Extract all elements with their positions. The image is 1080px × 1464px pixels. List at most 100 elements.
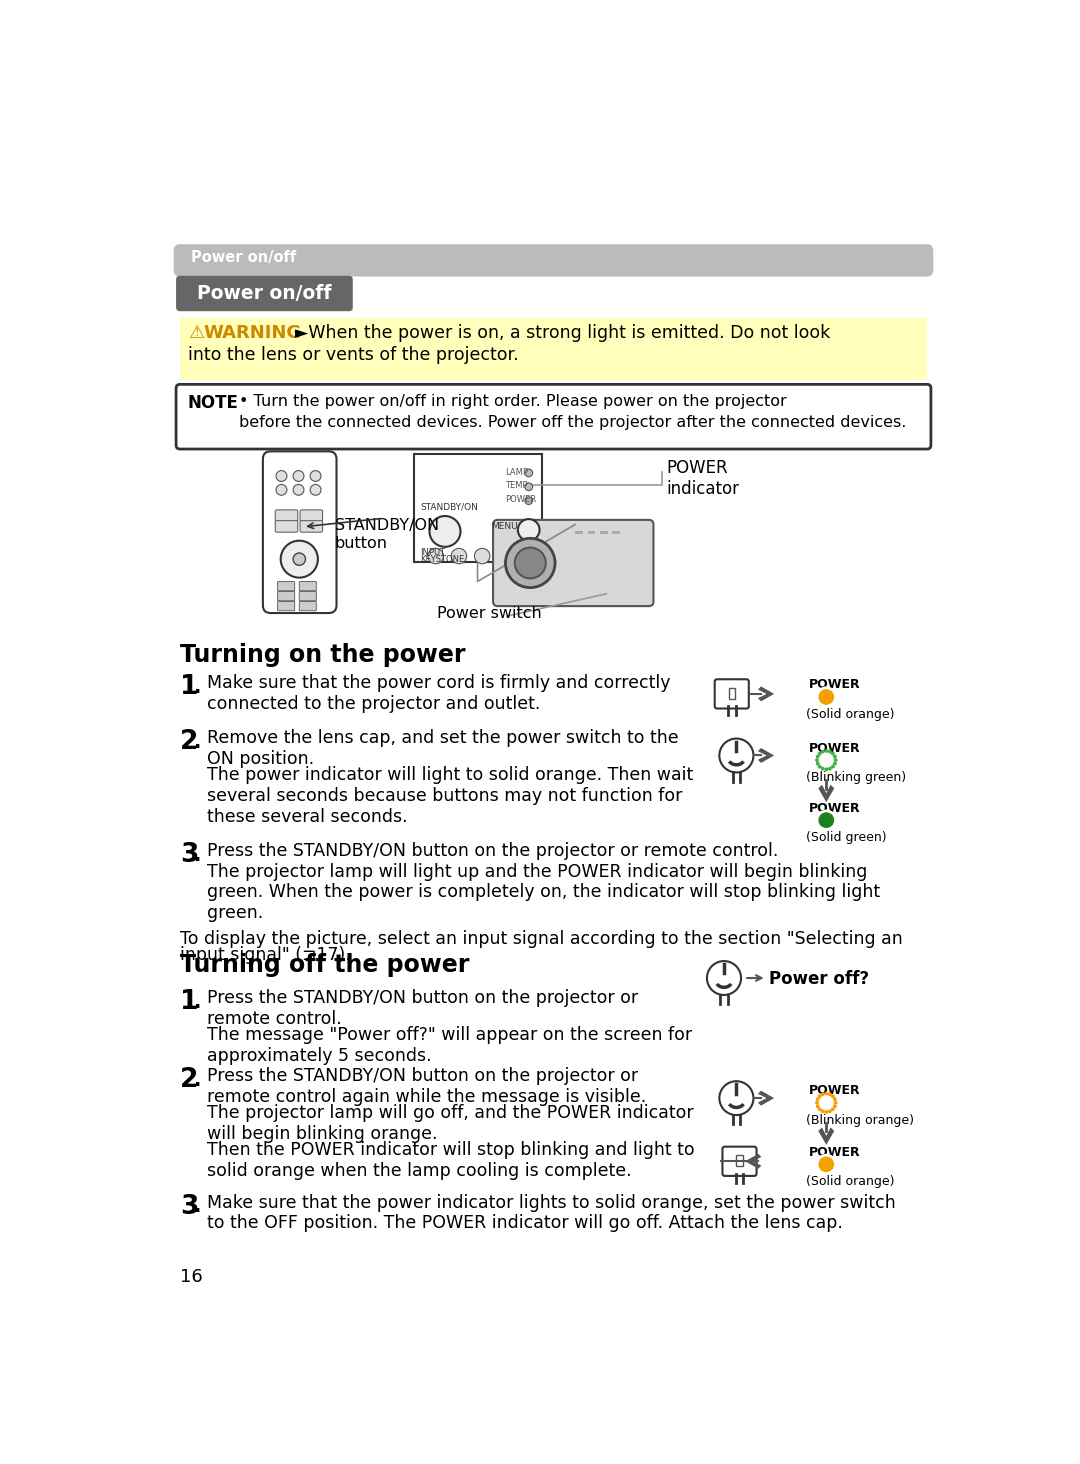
Text: INPUT: INPUT — [420, 549, 445, 558]
Text: Press the STANDBY/ON button on the projector or
remote control again while the m: Press the STANDBY/ON button on the proje… — [207, 1067, 646, 1107]
Text: 1: 1 — [180, 988, 199, 1015]
Text: KEYSTONE: KEYSTONE — [420, 555, 464, 564]
Circle shape — [525, 496, 532, 505]
Circle shape — [821, 750, 825, 754]
Circle shape — [517, 520, 540, 540]
FancyBboxPatch shape — [275, 521, 298, 533]
Bar — [180, 318, 927, 379]
FancyBboxPatch shape — [278, 591, 295, 600]
Text: ⚠: ⚠ — [188, 325, 204, 343]
Text: .: . — [194, 846, 201, 865]
Text: input signal" (⊐17).: input signal" (⊐17). — [180, 946, 351, 963]
Text: The power indicator will light to solid orange. Then wait
several seconds becaus: The power indicator will light to solid … — [207, 766, 693, 826]
Text: MENU: MENU — [491, 523, 518, 531]
Circle shape — [815, 1098, 820, 1101]
Circle shape — [833, 1098, 837, 1101]
Circle shape — [430, 515, 460, 548]
Circle shape — [525, 483, 532, 490]
FancyBboxPatch shape — [275, 509, 298, 521]
Text: Press the STANDBY/ON button on the projector or
remote control.: Press the STANDBY/ON button on the proje… — [207, 988, 638, 1028]
Text: POWER: POWER — [809, 802, 861, 814]
Polygon shape — [759, 688, 772, 700]
Circle shape — [818, 751, 822, 755]
Text: Power off?: Power off? — [769, 971, 869, 988]
Circle shape — [293, 485, 303, 495]
Circle shape — [828, 1092, 832, 1097]
Text: (Blinking green): (Blinking green) — [806, 772, 906, 783]
Text: 2: 2 — [180, 1067, 199, 1094]
FancyBboxPatch shape — [299, 591, 316, 600]
Text: Power on/off: Power on/off — [198, 284, 332, 303]
Text: STANDBY/ON
button: STANDBY/ON button — [335, 518, 440, 550]
Circle shape — [818, 764, 822, 769]
Polygon shape — [820, 788, 833, 799]
Polygon shape — [759, 750, 772, 761]
Text: 2: 2 — [180, 729, 199, 755]
Circle shape — [525, 468, 532, 477]
Circle shape — [816, 688, 836, 706]
Text: 1: 1 — [180, 673, 199, 700]
FancyBboxPatch shape — [300, 509, 323, 521]
FancyBboxPatch shape — [262, 451, 337, 613]
Circle shape — [824, 750, 828, 752]
Circle shape — [833, 761, 837, 766]
Bar — [737, 1155, 743, 1165]
Circle shape — [821, 1092, 825, 1097]
Text: 3: 3 — [180, 1193, 199, 1220]
Circle shape — [818, 1107, 822, 1111]
FancyBboxPatch shape — [494, 520, 653, 606]
Text: ►When the power is on, a strong light is emitted. Do not look: ►When the power is on, a strong light is… — [295, 325, 829, 343]
Text: POWER: POWER — [505, 495, 537, 504]
Circle shape — [451, 549, 467, 564]
Circle shape — [428, 549, 444, 564]
Text: • Turn the power on/off in right order. Please power on the projector: • Turn the power on/off in right order. … — [239, 394, 786, 410]
Text: Make sure that the power cord is firmly and correctly
connected to the projector: Make sure that the power cord is firmly … — [207, 673, 671, 713]
Text: 3: 3 — [180, 842, 199, 868]
Circle shape — [276, 485, 287, 495]
Circle shape — [310, 470, 321, 482]
Text: TEMP: TEMP — [505, 482, 528, 490]
Text: POWER: POWER — [809, 678, 861, 691]
Circle shape — [281, 540, 318, 578]
FancyBboxPatch shape — [278, 581, 295, 590]
Text: Turning on the power: Turning on the power — [180, 643, 465, 668]
Circle shape — [815, 758, 819, 763]
Text: before the connected devices. Power off the projector after the connected device: before the connected devices. Power off … — [239, 416, 906, 430]
Bar — [576, 530, 583, 534]
Circle shape — [831, 751, 835, 755]
Bar — [600, 530, 608, 534]
Text: LAMP: LAMP — [505, 467, 528, 476]
Text: POWER
indicator: POWER indicator — [666, 460, 739, 498]
Text: Make sure that the power indicator lights to solid orange, set the power switch
: Make sure that the power indicator light… — [207, 1193, 895, 1233]
Circle shape — [828, 750, 832, 754]
Circle shape — [293, 470, 303, 482]
Text: The projector lamp will go off, and the POWER indicator
will begin blinking oran: The projector lamp will go off, and the … — [207, 1104, 693, 1143]
Text: (Solid orange): (Solid orange) — [806, 707, 894, 720]
Bar — [729, 688, 734, 698]
Circle shape — [828, 1110, 832, 1113]
Text: .: . — [194, 993, 201, 1012]
Text: into the lens or vents of the projector.: into the lens or vents of the projector. — [188, 346, 518, 365]
Text: POWER: POWER — [809, 742, 861, 754]
Bar — [612, 530, 620, 534]
FancyBboxPatch shape — [176, 385, 931, 449]
Circle shape — [505, 539, 555, 587]
Circle shape — [719, 738, 754, 773]
Circle shape — [816, 811, 836, 830]
Circle shape — [815, 1101, 819, 1105]
Circle shape — [834, 758, 837, 763]
Text: The message "Power off?" will appear on the screen for
approximately 5 seconds.: The message "Power off?" will appear on … — [207, 1026, 692, 1064]
Circle shape — [833, 1104, 837, 1108]
FancyBboxPatch shape — [174, 244, 933, 277]
FancyBboxPatch shape — [300, 521, 323, 533]
FancyBboxPatch shape — [715, 679, 748, 709]
Text: Press the STANDBY/ON button on the projector or remote control.
The projector la: Press the STANDBY/ON button on the proje… — [207, 842, 880, 922]
Polygon shape — [820, 1130, 833, 1142]
Polygon shape — [747, 1155, 759, 1167]
Circle shape — [828, 767, 832, 770]
Circle shape — [310, 485, 321, 495]
Text: Then the POWER indicator will stop blinking and light to
solid orange when the l: Then the POWER indicator will stop blink… — [207, 1142, 694, 1180]
Circle shape — [707, 960, 741, 996]
Circle shape — [824, 1092, 828, 1095]
Circle shape — [815, 761, 820, 766]
